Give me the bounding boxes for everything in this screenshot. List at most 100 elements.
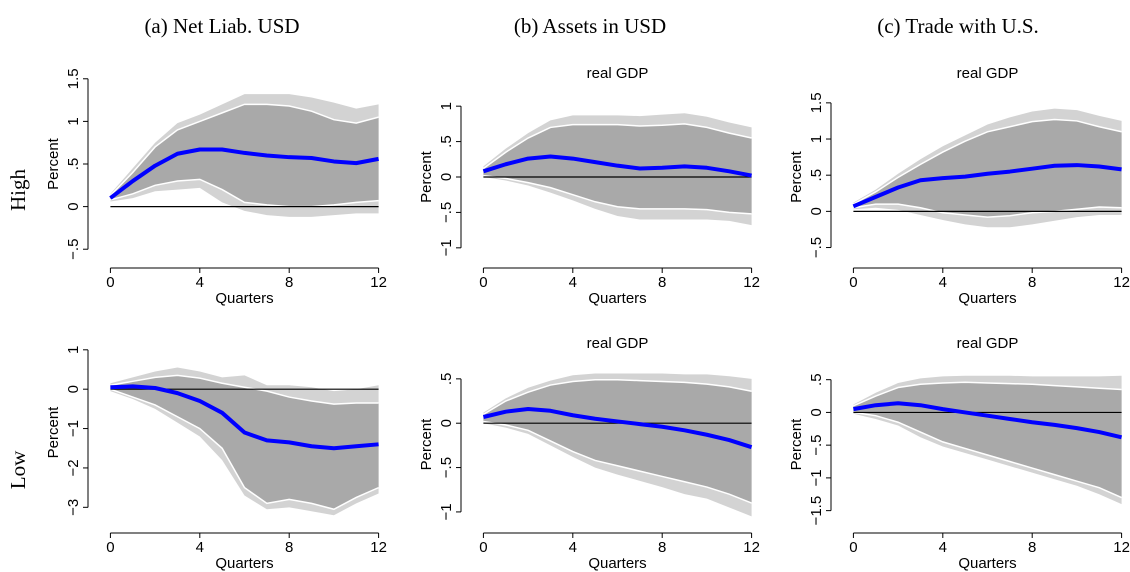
panel-title: real GDP [587,65,649,82]
y-tick-label: −1.5 [808,496,825,526]
x-axis-label: Quarters [215,290,273,307]
y-tick-label: −3 [65,499,82,516]
panel: real GDP −1 −.5 0 .5 1 0 4 8 12 Percent Quarters [418,65,760,307]
y-tick-label: 1 [808,135,825,143]
x-tick-label: 0 [849,539,857,556]
x-axis-label: Quarters [215,555,273,572]
x-tick-label: 12 [743,539,760,556]
x-tick-label: 4 [196,274,204,291]
column-title: (c) Trade with U.S. [877,14,1039,38]
band-edge [483,378,752,415]
y-tick-label: −.5 [438,202,455,223]
column-title: (a) Net Liab. USD [144,14,299,38]
x-tick-label: 0 [106,539,114,556]
x-tick-label: 12 [1113,539,1130,556]
band-edge [110,178,379,208]
confidence-band [853,119,1122,218]
confidence-band [483,379,752,504]
x-tick-label: 12 [370,539,387,556]
y-tick-label: −.5 [438,457,455,478]
panel-title: real GDP [957,65,1019,82]
panel: −.5 0 .5 1 1.5 0 4 8 12 Percent Quarters [45,68,387,307]
y-tick-label: 0 [808,408,825,416]
band-edge [109,103,379,197]
y-tick-label: 0 [808,207,825,215]
y-tick-label: 1 [438,102,455,110]
band-edge [853,118,1122,205]
response-line [109,147,379,200]
y-tick-label: .5 [65,158,82,171]
x-tick-label: 12 [370,274,387,291]
y-tick-label: 1.5 [808,92,825,113]
y-tick-label: 1 [65,346,82,354]
x-tick-label: 8 [1028,274,1036,291]
x-tick-label: 12 [1113,274,1130,291]
confidence-band [853,382,1122,498]
x-tick-label: 4 [569,274,577,291]
x-tick-label: 0 [479,539,487,556]
x-axis-label: Quarters [588,290,646,307]
y-tick-label: −1 [808,469,825,486]
response-line [482,407,753,450]
y-tick-label: .5 [438,135,455,148]
panel: −3 −2 −1 0 1 0 4 8 12 Percent Quarters [45,346,387,572]
x-axis-label: Quarters [958,555,1016,572]
y-tick-label: .5 [438,373,455,386]
band-edge [853,381,1122,407]
y-tick-label: .5 [808,169,825,182]
panel: real GDP −.5 0 .5 1 1.5 0 4 8 12 Percent Quarters [788,65,1130,307]
x-tick-label: 4 [939,274,947,291]
response-line [852,163,1122,209]
band-edge [110,388,379,511]
response-line [482,154,752,178]
y-tick-label: .5 [808,373,825,386]
x-tick-label: 8 [658,274,666,291]
x-tick-label: 4 [196,539,204,556]
y-tick-label: 0 [438,419,455,427]
band-edge [483,174,752,215]
x-tick-label: 8 [1028,539,1036,556]
y-tick-label: 1 [65,117,82,125]
x-tick-label: 4 [939,539,947,556]
y-tick-label: 0 [438,173,455,181]
y-axis-label: Percent [788,418,805,471]
y-tick-label: −1 [65,420,82,437]
x-tick-label: 12 [743,274,760,291]
y-tick-label: 1.5 [65,68,82,89]
y-tick-label: 0 [65,202,82,210]
y-axis-label: Percent [418,150,435,203]
band-edge [110,374,379,405]
confidence-band [483,123,752,214]
x-axis-label: Quarters [588,555,646,572]
y-axis-label: Percent [788,150,805,203]
band-edge [482,123,752,170]
y-tick-label: −1 [438,239,455,256]
x-tick-label: 0 [479,274,487,291]
band-edge [853,411,1122,499]
y-axis-label: Percent [45,137,62,190]
band-edge [483,420,752,504]
x-tick-label: 4 [569,539,577,556]
x-tick-label: 0 [849,274,857,291]
panel: real GDP −1.5 −1 −.5 0 .5 0 4 8 12 Percent Quarters [788,335,1130,572]
panel-title: real GDP [957,335,1019,352]
response-line [853,401,1123,440]
band-edge [853,203,1122,218]
row-label: Low [6,450,30,489]
x-tick-label: 8 [658,539,666,556]
y-tick-label: −.5 [808,237,825,258]
panel: real GDP −1 −.5 0 .5 0 4 8 12 Percent Quarters [418,335,760,572]
y-tick-label: −2 [65,459,82,476]
x-tick-label: 8 [285,274,293,291]
y-tick-label: −.5 [65,239,82,260]
y-axis-label: Percent [45,406,62,459]
x-axis-label: Quarters [958,290,1016,307]
panel-title: real GDP [587,335,649,352]
x-tick-label: 0 [106,274,114,291]
confidence-band [110,375,379,510]
x-tick-label: 8 [285,539,293,556]
column-title: (b) Assets in USD [514,14,666,38]
y-tick-label: −.5 [808,435,825,456]
y-tick-label: 0 [65,385,82,393]
